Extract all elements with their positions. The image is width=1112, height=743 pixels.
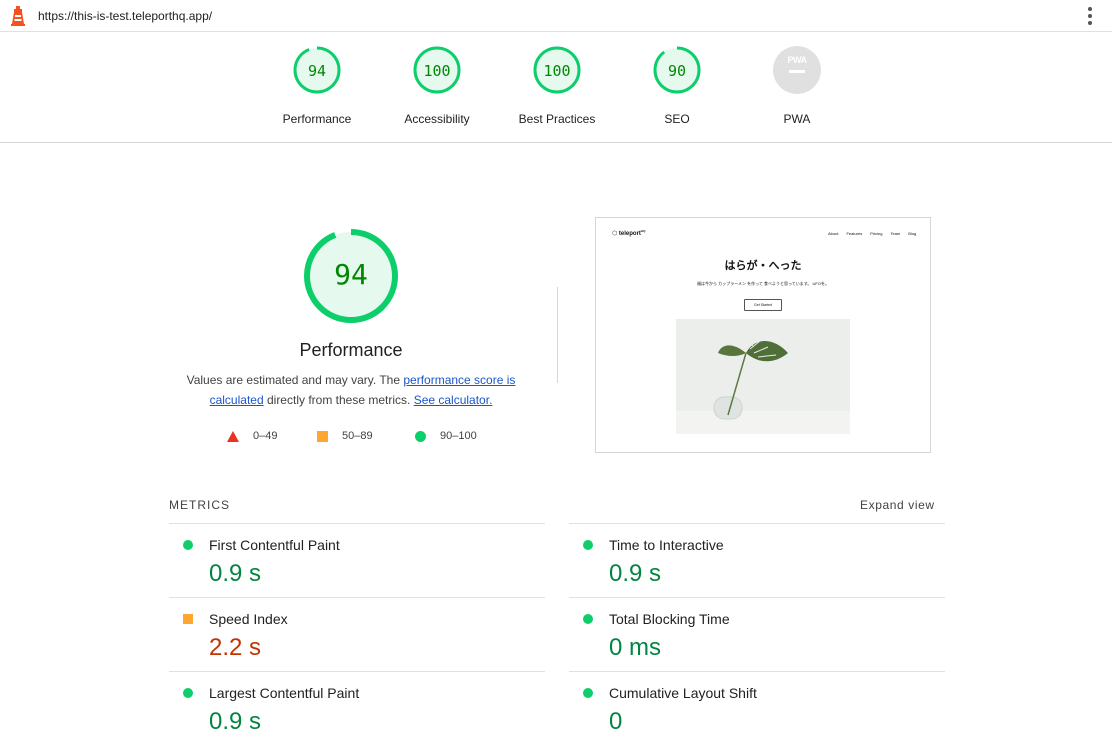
legend-poor: 0–49 — [227, 430, 277, 442]
circle-icon — [583, 540, 593, 550]
gauge-label: Best Practices — [518, 112, 596, 126]
pwa-badge-text: PWA — [787, 55, 807, 65]
gauge-accessibility[interactable]: 100 Accessibility — [377, 46, 497, 126]
plant-illustration — [676, 319, 850, 434]
see-calculator-link[interactable]: See calculator. — [413, 393, 493, 407]
metric-value: 2.2 s — [209, 634, 262, 661]
metric-label: Speed Index — [209, 611, 288, 627]
preview-logo: ⬡ teleportHQ — [612, 229, 645, 237]
gauge-value: 100 — [423, 62, 451, 80]
metric-largest-contentful-paint: Largest Contentful Paint 0.9 s — [169, 671, 545, 743]
more-options-icon[interactable] — [1084, 7, 1096, 25]
preview-nav-item: About — [828, 231, 839, 236]
legend-label: 90–100 — [440, 430, 477, 442]
pwa-badge-bar — [789, 70, 805, 73]
gauge-ring — [533, 46, 581, 94]
gauge-best-practices[interactable]: 100 Best Practices — [497, 46, 617, 126]
gauge-ring — [293, 46, 341, 94]
gauge-label: Performance — [282, 112, 352, 126]
preview-nav-item: Features — [846, 231, 863, 236]
square-icon — [317, 430, 328, 442]
gauge-label: PWA — [783, 112, 811, 126]
gauge-pwa[interactable]: PWA PWA — [737, 46, 857, 126]
metrics-title: METRICS — [169, 498, 230, 512]
legend-label: 0–49 — [253, 430, 278, 442]
preview-nav: About Features Pricing Team Blog — [828, 231, 916, 236]
top-bar: https://this-is-test.teleporthq.app/ — [0, 0, 1112, 32]
score-gauges: 94 Performance 100 Accessibility 100 Bes… — [0, 32, 1112, 143]
gauge-value: 100 — [543, 62, 571, 80]
gauge-ring — [413, 46, 461, 94]
performance-title: Performance — [299, 340, 403, 360]
final-screenshot[interactable]: ⬡ teleportHQ About Features Pricing Team… — [595, 217, 931, 453]
gauge-ring — [653, 46, 701, 94]
preview-logo-text: teleport — [618, 231, 641, 237]
circle-icon — [415, 430, 426, 442]
desc-text: directly from these metrics. — [263, 393, 414, 407]
legend-label: 50–89 — [342, 430, 373, 442]
preview-nav-item: Team — [890, 231, 901, 236]
metric-cumulative-layout-shift: Cumulative Layout Shift 0 — [569, 671, 945, 743]
metric-label: Largest Contentful Paint — [209, 685, 360, 701]
desc-text: Values are estimated and may vary. The — [186, 373, 404, 387]
metric-first-contentful-paint: First Contentful Paint 0.9 s — [169, 523, 545, 597]
divider — [557, 287, 558, 383]
gauge-label: Accessibility — [404, 112, 470, 126]
gauge-value: 90 — [667, 62, 687, 80]
gauge-label: SEO — [664, 112, 690, 126]
metric-label: First Contentful Paint — [209, 537, 340, 553]
circle-icon — [183, 540, 193, 550]
legend-good: 90–100 — [415, 430, 477, 442]
circle-icon — [583, 614, 593, 624]
metric-total-blocking-time: Total Blocking Time 0 ms — [569, 597, 945, 671]
metric-value: 0 ms — [609, 634, 662, 661]
metric-label: Total Blocking Time — [609, 611, 730, 627]
metric-value: 0.9 s — [609, 560, 662, 587]
preview-title: はらが・へった — [724, 260, 802, 272]
metric-value: 0 — [609, 708, 623, 735]
circle-icon — [183, 688, 193, 698]
preview-plant-image — [676, 319, 850, 434]
metric-label: Time to Interactive — [609, 537, 724, 553]
gauge-performance[interactable]: 94 Performance — [257, 46, 377, 126]
performance-description: Values are estimated and may vary. The p… — [176, 370, 526, 410]
page-url: https://this-is-test.teleporthq.app/ — [38, 9, 213, 23]
triangle-icon — [227, 430, 239, 442]
preview-get-started-button: Get Started — [744, 299, 782, 311]
lighthouse-icon — [11, 6, 25, 26]
preview-logo-icon: ⬡ — [612, 231, 618, 237]
preview-nav-item: Blog — [908, 231, 917, 236]
expand-view-button[interactable]: Expand view — [860, 498, 935, 512]
metric-speed-index: Speed Index 2.2 s — [169, 597, 545, 671]
metric-time-to-interactive: Time to Interactive 0.9 s — [569, 523, 945, 597]
gauge-value: 94 — [307, 62, 327, 80]
metric-value: 0.9 s — [209, 708, 262, 735]
performance-score: 94 — [334, 258, 368, 291]
circle-icon — [583, 688, 593, 698]
legend-average: 50–89 — [317, 430, 373, 442]
pwa-badge-icon: PWA — [773, 46, 821, 94]
preview-logo-sup: HQ — [640, 229, 646, 233]
preview-subtitle: 福は今から カップラーメン を作って 食べようと思っています。 UFOを。 — [697, 281, 829, 286]
metric-label: Cumulative Layout Shift — [609, 685, 757, 701]
metric-value: 0.9 s — [209, 560, 262, 587]
preview-nav-item: Pricing — [870, 231, 883, 236]
performance-score-link[interactable]: performance score is calculated — [209, 373, 516, 407]
gauge-seo[interactable]: 90 SEO — [617, 46, 737, 126]
square-icon — [183, 614, 193, 624]
performance-main-gauge — [304, 229, 398, 323]
